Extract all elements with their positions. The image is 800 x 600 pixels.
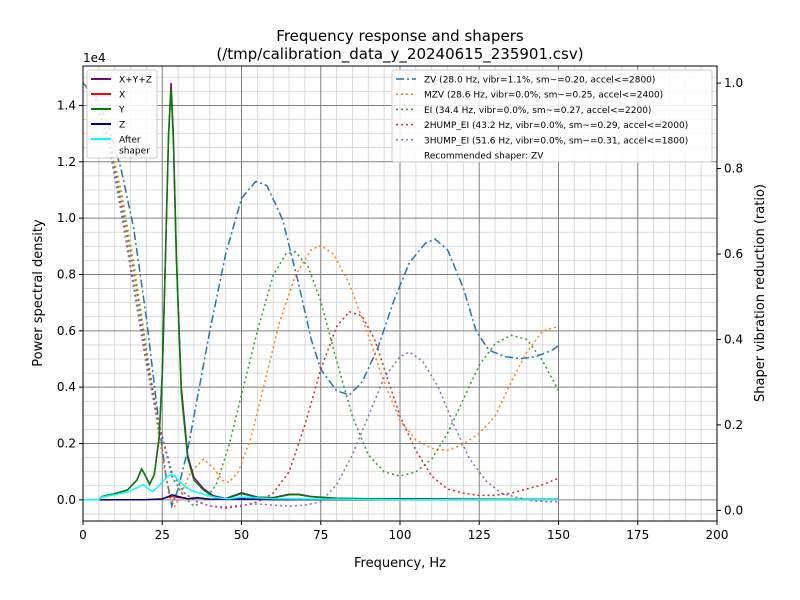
- x-tick-label: 0: [79, 528, 87, 542]
- left-y-tick-label: 0.4: [57, 380, 76, 394]
- left-y-tick-label: 0.0: [57, 493, 76, 507]
- x-tick-label: 175: [626, 528, 649, 542]
- x-axis-ticks: 0 25 50 75 100 125 150 175 200: [79, 521, 728, 542]
- recommended-shaper-text: Recommended shaper: ZV: [424, 152, 544, 162]
- psd-line: [98, 88, 559, 501]
- chart-title-line2: (/tmp/calibration_data_y_20240615_235901…: [216, 45, 583, 64]
- psd-legend-label: shaper: [119, 147, 150, 157]
- right-y-tick-label: 0.0: [724, 503, 743, 517]
- x-tick-label: 125: [468, 528, 491, 542]
- shaper-legend-label: 3HUMP_EI (51.6 Hz, vibr=0.0%, sm~=0.31, …: [424, 136, 688, 146]
- x-tick-label: 25: [155, 528, 170, 542]
- x-tick-label: 75: [313, 528, 328, 542]
- shaper-legend-label: EI (34.4 Hz, vibr=0.0%, sm~=0.27, accel<…: [424, 106, 651, 116]
- x-tick-label: 150: [547, 528, 570, 542]
- left-axis-ticks: 0.0 0.2 0.4 0.6 0.8 1.0 1.2 1.4: [57, 98, 83, 507]
- shaper-line: [82, 82, 559, 509]
- shaper-legend-label: MZV (28.6 Hz, vibr=0.0%, sm~=0.25, accel…: [424, 91, 663, 101]
- shaper-legend-label: ZV (28.0 Hz, vibr=1.1%, sm~=0.20, accel<…: [424, 76, 655, 86]
- shaper-legend: ZV (28.0 Hz, vibr=1.1%, sm~=0.20, accel<…: [391, 69, 713, 163]
- right-axis-ticks: 0.0 0.2 0.4 0.6 0.8 1.0: [717, 76, 743, 517]
- right-y-tick-label: 0.8: [724, 162, 743, 176]
- psd-legend-label: Z: [119, 121, 125, 131]
- shaper-line: [82, 82, 559, 509]
- psd-legend-label: X+Y+Z: [119, 76, 152, 86]
- psd-curves: [83, 82, 559, 501]
- psd-legend-label: After: [119, 136, 141, 146]
- left-axis-multiplier: 1e4: [83, 51, 106, 65]
- psd-line: [98, 493, 559, 501]
- left-y-tick-label: 1.2: [57, 155, 76, 169]
- shaper-legend-label: 2HUMP_EI (43.2 Hz, vibr=0.0%, sm~=0.29, …: [424, 121, 688, 131]
- chart-title-line1: Frequency response and shapers: [276, 27, 524, 45]
- left-y-tick-label: 1.0: [57, 211, 76, 225]
- x-tick-label: 100: [389, 528, 412, 542]
- right-y-tick-label: 1.0: [724, 76, 743, 90]
- psd-legend-label: Y: [118, 106, 125, 116]
- left-y-tick-label: 0.2: [57, 437, 76, 451]
- right-y-tick-label: 0.4: [724, 332, 743, 346]
- right-y-tick-label: 0.2: [724, 418, 743, 432]
- shaper-legend-box: [391, 69, 713, 163]
- right-axis-label: Shaper vibration reduction (ratio): [753, 184, 768, 402]
- psd-legend-box: [86, 69, 158, 159]
- psd-line: [83, 473, 559, 501]
- x-tick-label: 200: [706, 528, 729, 542]
- left-y-tick-label: 1.4: [57, 98, 76, 112]
- left-y-tick-label: 0.8: [57, 267, 76, 281]
- psd-legend-label: X: [119, 91, 125, 101]
- shaper-line: [82, 82, 559, 508]
- x-axis-label: Frequency, Hz: [354, 556, 446, 571]
- left-y-tick-label: 0.6: [57, 324, 76, 338]
- x-tick-label: 50: [234, 528, 249, 542]
- left-axis-label: Power spectral density: [31, 219, 46, 367]
- right-y-tick-label: 0.6: [724, 247, 743, 261]
- shaper-line: [82, 82, 560, 507]
